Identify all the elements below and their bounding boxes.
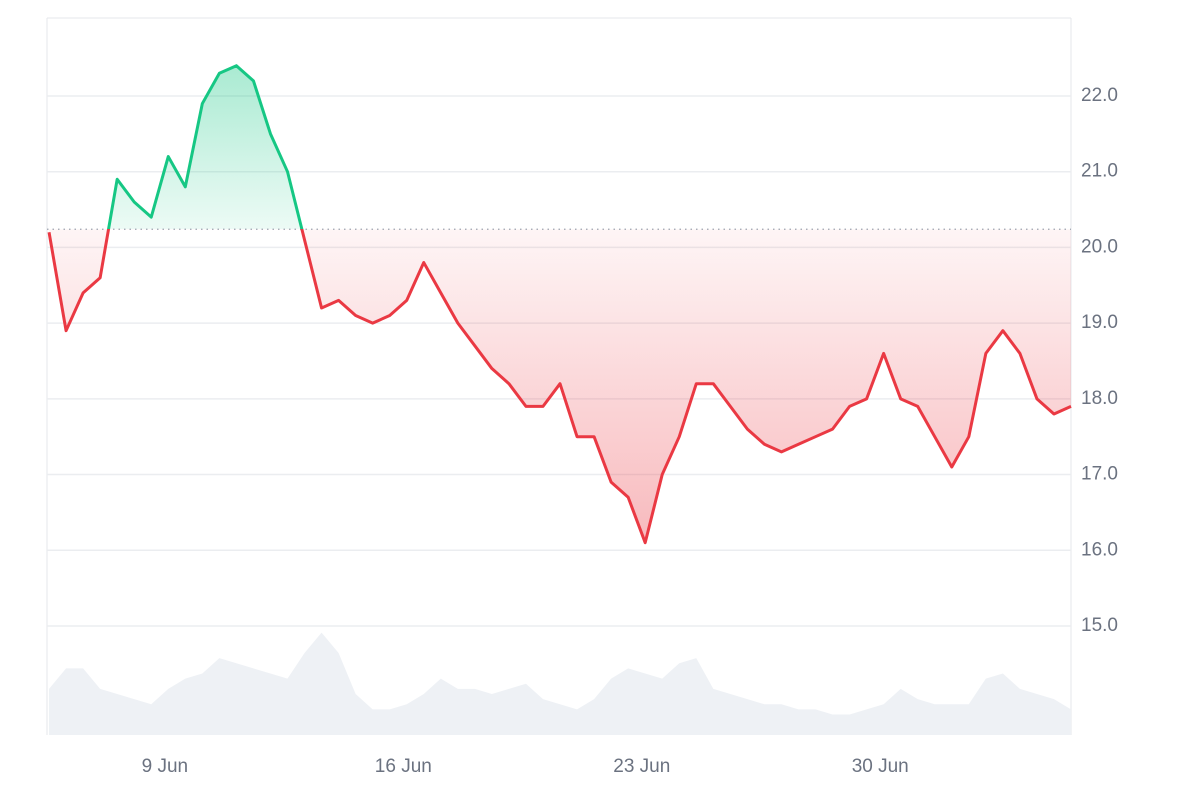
volume-area (49, 632, 1072, 735)
price-line (47, 64, 1072, 545)
y-tick-label: 21.0 (1081, 161, 1118, 182)
x-tick-label: 9 Jun (142, 756, 188, 777)
y-tick-label: 15.0 (1081, 615, 1118, 636)
y-tick-label: 20.0 (1081, 236, 1118, 257)
area (49, 65, 1072, 543)
x-tick-label: 16 Jun (375, 756, 432, 777)
y-tick-label: 16.0 (1081, 539, 1118, 560)
y-tick-label: 18.0 (1081, 388, 1118, 409)
y-tick-label: 17.0 (1081, 464, 1118, 485)
y-tick-label: 22.0 (1081, 85, 1118, 106)
x-tick-label: 23 Jun (613, 756, 670, 777)
y-tick-label: 19.0 (1081, 312, 1118, 333)
x-tick-label: 30 Jun (852, 756, 909, 777)
